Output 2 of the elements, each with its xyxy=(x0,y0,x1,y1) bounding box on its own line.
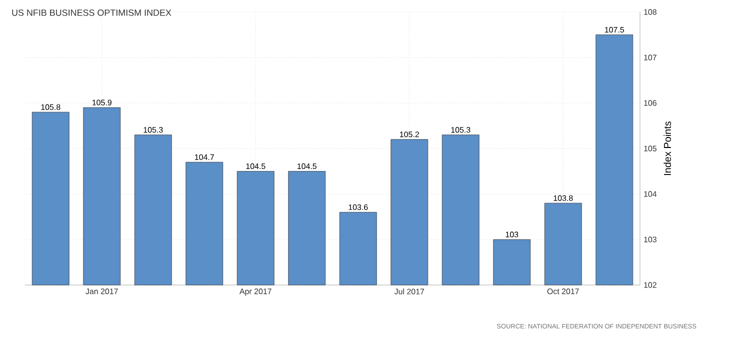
chart-title: US NFIB BUSINESS OPTIMISM INDEX xyxy=(12,10,172,16)
y-axis-title: Index Points xyxy=(664,121,671,175)
